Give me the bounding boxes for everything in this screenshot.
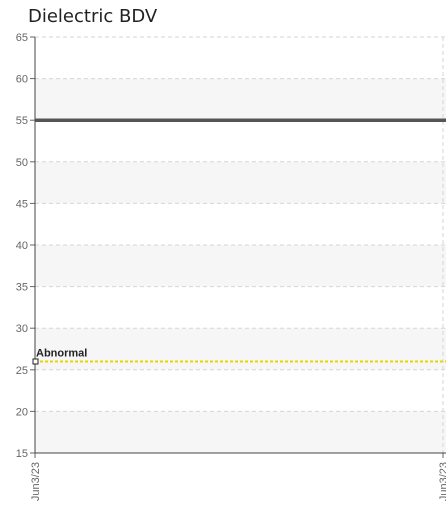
threshold-marker (32, 358, 39, 365)
plot-band (35, 78, 446, 121)
y-tick-label: 65 (16, 32, 28, 44)
x-tick-label: Jun3/23 (438, 462, 446, 501)
y-tick-label: 20 (16, 406, 28, 418)
plot-band (35, 37, 446, 79)
threshold-lines: Abnormal (32, 347, 446, 365)
y-tick-label: 25 (16, 365, 28, 377)
y-tick-label: 35 (16, 282, 28, 294)
plot-band (35, 369, 446, 412)
y-tick-label: 15 (16, 448, 28, 460)
threshold-label: Abnormal (36, 347, 87, 359)
axes (30, 36, 446, 458)
plot-bands (35, 37, 446, 453)
y-tick-labels: 15 20 25 30 35 40 45 50 55 60 65 (16, 32, 28, 460)
x-tick-labels: Jun3/23 Jun3/23 (30, 462, 446, 501)
chart-title: Dielectric BDV (28, 6, 158, 27)
y-tick-label: 55 (16, 115, 28, 127)
plot-band (35, 411, 446, 453)
y-tick-label: 60 (16, 74, 28, 86)
y-tick-label: 45 (16, 198, 28, 210)
y-tick-label: 40 (16, 240, 28, 252)
plot-band (35, 328, 446, 370)
plot-band (35, 161, 446, 204)
y-tick-label: 50 (16, 157, 28, 169)
plot-band (35, 245, 446, 287)
x-tick-label: Jun3/23 (30, 462, 42, 501)
plot-band (35, 203, 446, 245)
plot-band (35, 286, 446, 329)
plot-band (35, 120, 446, 162)
grid-lines (34, 36, 446, 453)
y-tick-label: 30 (16, 323, 28, 335)
